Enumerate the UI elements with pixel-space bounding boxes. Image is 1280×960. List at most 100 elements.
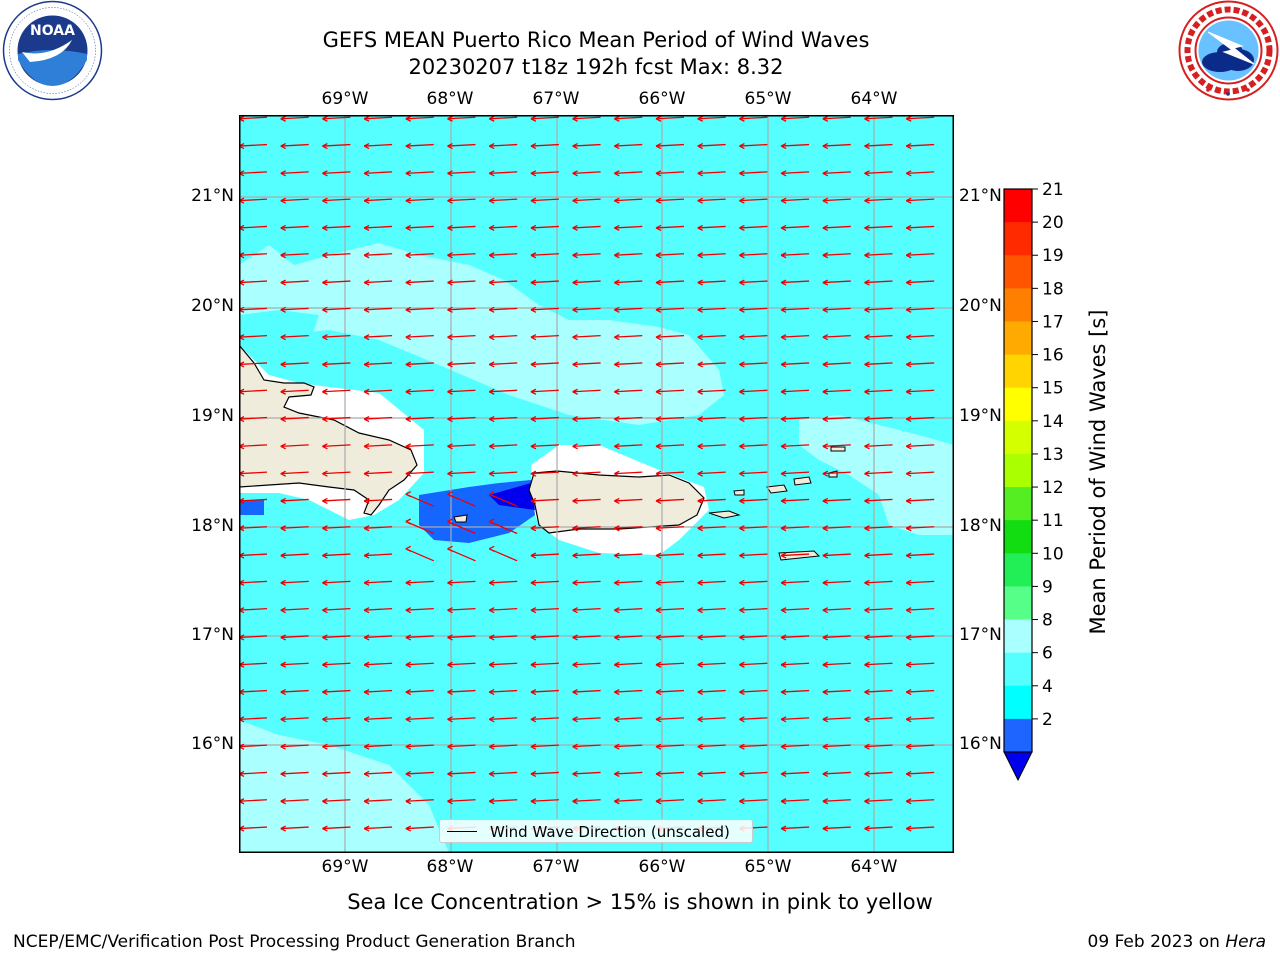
- wave-direction-arrow: [530, 607, 559, 614]
- wave-direction-arrow: [780, 306, 810, 313]
- wave-direction-arrow: [905, 142, 935, 150]
- wave-direction-arrow: [405, 545, 435, 562]
- lon-label-top: 66°W: [638, 89, 686, 109]
- wave-direction-arrow: [572, 361, 601, 368]
- wave-direction-arrow: [447, 716, 476, 723]
- wave-direction-arrow: [822, 743, 851, 750]
- wave-direction-arrow: [822, 115, 851, 122]
- wave-direction-arrow: [697, 415, 726, 423]
- wave-direction-arrow: [905, 743, 935, 750]
- wave-direction-arrow: [822, 552, 851, 559]
- wave-direction-arrow: [655, 197, 685, 204]
- colorbar-tick-label: 15: [1042, 379, 1064, 399]
- wave-direction-arrow: [447, 142, 476, 150]
- wave-direction-arrow: [864, 743, 893, 750]
- colorbar-block: [1004, 354, 1032, 389]
- wave-direction-arrow: [447, 334, 476, 341]
- wave-direction-arrow: [697, 142, 726, 150]
- wave-direction-arrow: [905, 525, 935, 532]
- colorbar-tick-label: 8: [1042, 611, 1053, 631]
- wave-direction-arrow: [905, 798, 935, 805]
- wave-direction-arrow: [447, 361, 476, 368]
- wave-direction-arrow: [614, 770, 643, 778]
- wave-direction-arrow: [614, 798, 643, 805]
- wave-direction-arrow: [447, 170, 476, 177]
- wave-direction-arrow: [488, 224, 518, 232]
- wave-direction-arrow: [530, 306, 559, 313]
- wave-direction-arrow: [905, 497, 935, 505]
- wave-direction-arrow: [488, 607, 518, 614]
- wave-direction-arrow: [864, 197, 893, 204]
- wave-direction-arrow: [447, 770, 476, 778]
- wave-direction-arrow: [363, 525, 393, 532]
- wave-direction-arrow: [822, 579, 851, 586]
- wave-direction-arrow: [697, 607, 726, 614]
- wave-direction-arrow: [530, 334, 559, 341]
- wave-direction-arrow: [739, 388, 768, 395]
- wave-direction-arrow: [697, 170, 726, 177]
- wave-direction-arrow: [447, 197, 476, 204]
- wave-direction-arrow: [864, 661, 893, 668]
- wave-direction-arrow: [280, 443, 309, 450]
- wave-direction-arrow: [405, 334, 434, 341]
- wave-direction-arrow: [405, 115, 434, 122]
- wave-direction-arrow: [447, 661, 476, 668]
- lat-label-left: 20°N: [191, 296, 234, 316]
- wave-direction-arrow: [864, 115, 893, 122]
- wave-direction-arrow: [780, 115, 810, 122]
- wave-direction-arrow: [363, 688, 393, 696]
- lon-label-bottom: 65°W: [744, 857, 792, 877]
- wave-direction-arrow: [739, 470, 768, 477]
- wave-direction-arrow: [780, 634, 810, 641]
- wave-direction-arrow: [405, 142, 434, 150]
- wave-direction-arrow: [488, 115, 518, 122]
- wave-direction-arrow: [614, 388, 643, 395]
- wave-direction-arrow: [322, 252, 351, 259]
- wave-direction-arrow: [572, 634, 601, 641]
- lat-label-right: 18°N: [959, 516, 1002, 536]
- wave-direction-arrow: [363, 825, 393, 832]
- wave-direction-arrow: [739, 142, 768, 150]
- wave-direction-arrow: [322, 388, 351, 395]
- wave-direction-arrow: [655, 388, 685, 395]
- wave-direction-arrow: [614, 197, 643, 204]
- colorbar-tick-label: 4: [1042, 677, 1053, 697]
- wave-direction-arrow: [864, 224, 893, 232]
- wave-direction-arrow: [822, 661, 851, 668]
- wave-direction-arrow: [822, 716, 851, 723]
- wave-direction-arrow: [488, 518, 518, 535]
- wave-direction-arrow: [822, 825, 851, 832]
- wave-direction-arrow: [822, 142, 851, 150]
- colorbar-block: [1004, 387, 1032, 422]
- wave-direction-arrow: [780, 661, 810, 668]
- wave-direction-arrow: [363, 115, 393, 122]
- wave-direction-arrow: [363, 361, 393, 368]
- wave-direction-arrow: [822, 470, 851, 477]
- wave-direction-arrow: [572, 497, 601, 505]
- wave-direction-arrow: [822, 525, 851, 532]
- wave-direction-arrow: [488, 545, 518, 562]
- wave-direction-arrow: [363, 306, 393, 313]
- wave-direction-arrow: [322, 415, 351, 423]
- wave-direction-arrow: [655, 252, 685, 259]
- wave-direction-arrow: [405, 361, 434, 368]
- wave-direction-arrow: [280, 579, 309, 586]
- map-legend: Wind Wave Direction (unscaled): [439, 819, 753, 843]
- lon-label-top: 69°W: [321, 89, 369, 109]
- wave-direction-arrow: [447, 634, 476, 641]
- wave-direction-arrow: [530, 170, 559, 177]
- wave-direction-arrow: [405, 579, 434, 586]
- wave-direction-arrow: [447, 579, 476, 586]
- lon-label-top: 65°W: [744, 89, 792, 109]
- wave-direction-arrow: [572, 688, 601, 696]
- wave-direction-arrow: [447, 688, 476, 696]
- wave-direction-arrow: [864, 825, 893, 832]
- wave-direction-arrow: [488, 491, 518, 507]
- wave-direction-arrow: [614, 716, 643, 723]
- wave-direction-arrow: [322, 607, 351, 614]
- wave-direction-arrow: [614, 688, 643, 696]
- wave-direction-arrow: [780, 361, 810, 368]
- wave-direction-arrow: [780, 743, 810, 750]
- wave-direction-arrow: [322, 798, 351, 805]
- wave-direction-arrow: [780, 688, 810, 696]
